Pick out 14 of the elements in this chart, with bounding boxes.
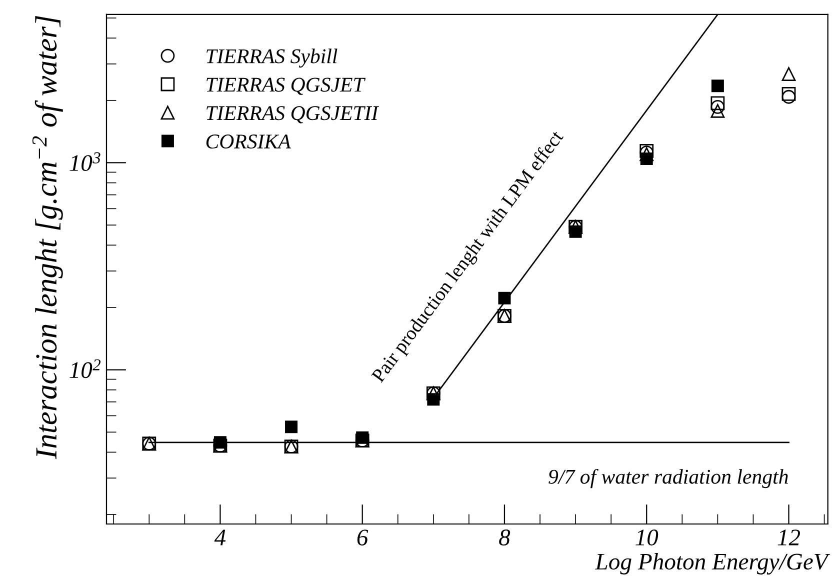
y-tick-label: 10$^{2}$ [70, 359, 101, 378]
annotation: 9/7 of water radiation length [548, 468, 788, 488]
x-tick-label: 10 [636, 530, 658, 546]
x-tick-label: 4 [214, 530, 226, 546]
y-tick-label: 10$^{3}$ [70, 152, 100, 172]
x-axis-title: Log Photon Energy/GeV [595, 553, 830, 575]
legend-label: TIERRAS QGSJET [206, 78, 366, 95]
x-tick-label: 12 [778, 530, 800, 546]
legend-label: CORSIKA [206, 134, 291, 149]
legend-label: TIERRAS QGSJETII [206, 106, 380, 124]
y-axis-title: Interaction lenght [g.cm$^{−2}$ of water] [32, 16, 63, 460]
x-tick-label: 6 [357, 530, 368, 546]
legend-label: TIERRAS Sybill [206, 48, 338, 68]
x-tick-label: 8 [499, 530, 510, 546]
